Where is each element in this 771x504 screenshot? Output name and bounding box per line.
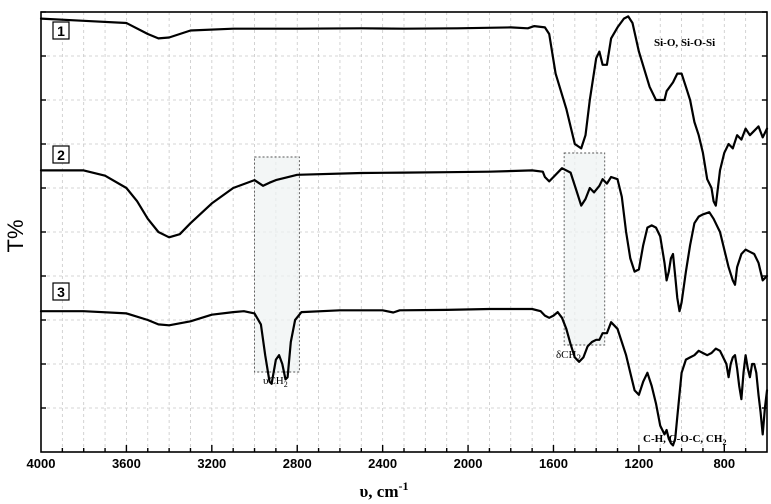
curve-label-3: 3 <box>52 282 70 301</box>
grid <box>41 11 767 452</box>
x-axis-ticks: 4000 3600 3200 2800 2400 2000 1600 1200 800 <box>27 445 747 471</box>
curve-label-box-2 <box>52 145 70 164</box>
curve-label-text-2: 2 <box>57 147 65 163</box>
curve-label-box-1 <box>52 21 70 40</box>
x-axis-title-sup: -1 <box>399 479 409 493</box>
x-tick-label: 4000 <box>27 456 56 471</box>
curve-label-1: 1 <box>52 21 70 40</box>
x-tick-label: 2000 <box>454 456 483 471</box>
spectrum-line-2 <box>39 167 769 313</box>
annotation-delta-ch2-main: δCH <box>556 349 577 361</box>
x-axis-title: υ, cm-1 <box>359 479 408 501</box>
y-axis-ticks <box>41 11 767 409</box>
curve-label-2: 2 <box>52 145 70 164</box>
annotation-c-h-sub: 2 <box>722 438 726 447</box>
x-axis-title-main: υ, cm <box>359 482 398 501</box>
annotation-v-ch2-main: υCH <box>263 375 284 387</box>
annotation-c-h-main: C-H, C-O-C, CH <box>643 433 723 445</box>
x-tick-label: 2800 <box>283 456 312 471</box>
x-tick-label: 3200 <box>197 456 226 471</box>
spectrum-line-3 <box>39 307 769 447</box>
annotation-si-o: Si-O, Si-O-Si <box>654 37 715 49</box>
curve-label-text-3: 3 <box>57 284 65 300</box>
spectrum-line-1 <box>39 15 769 207</box>
annotation-delta-ch2-sub: 2 <box>576 353 581 363</box>
highlight-region <box>563 152 606 346</box>
y-axis-title: T% <box>3 220 28 253</box>
x-tick-label: 800 <box>713 456 735 471</box>
annotation-v-ch2-sub: 2 <box>284 380 288 389</box>
curve-label-text-1: 1 <box>57 23 65 39</box>
curve-label-box-3 <box>52 282 70 301</box>
x-tick-label: 1200 <box>624 456 653 471</box>
x-tick-label: 2400 <box>368 456 397 471</box>
highlight-regions <box>254 152 606 373</box>
x-tick-label: 1600 <box>539 456 568 471</box>
annotation-delta-ch2: δCH2 <box>556 349 581 363</box>
x-tick-label: 3600 <box>112 456 141 471</box>
annotation-c-h: C-H, C-O-C, CH2 <box>643 433 726 447</box>
highlight-region <box>254 156 300 373</box>
spectra <box>39 15 769 447</box>
annotation-v-ch2: υCH2 <box>263 375 288 389</box>
